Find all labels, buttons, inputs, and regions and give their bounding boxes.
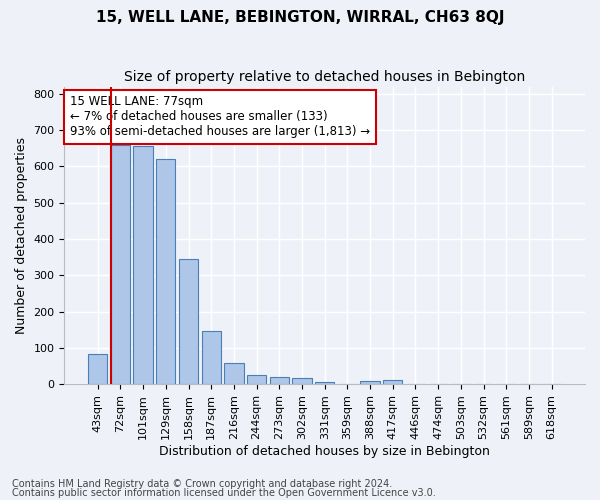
Bar [292,378,311,384]
Bar [111,144,130,384]
Bar [224,363,244,384]
Text: 15, WELL LANE, BEBINGTON, WIRRAL, CH63 8QJ: 15, WELL LANE, BEBINGTON, WIRRAL, CH63 8… [96,10,504,25]
Bar [88,354,107,384]
Title: Size of property relative to detached houses in Bebington: Size of property relative to detached ho… [124,70,526,84]
Bar [361,381,380,384]
Bar [202,332,221,384]
Bar [383,380,403,384]
Bar [179,259,198,384]
Bar [315,382,334,384]
Y-axis label: Number of detached properties: Number of detached properties [15,137,28,334]
Text: 15 WELL LANE: 77sqm
← 7% of detached houses are smaller (133)
93% of semi-detach: 15 WELL LANE: 77sqm ← 7% of detached hou… [70,96,370,138]
Bar [156,159,175,384]
Bar [133,146,153,384]
X-axis label: Distribution of detached houses by size in Bebington: Distribution of detached houses by size … [159,444,490,458]
Bar [247,375,266,384]
Text: Contains public sector information licensed under the Open Government Licence v3: Contains public sector information licen… [12,488,436,498]
Text: Contains HM Land Registry data © Crown copyright and database right 2024.: Contains HM Land Registry data © Crown c… [12,479,392,489]
Bar [269,377,289,384]
